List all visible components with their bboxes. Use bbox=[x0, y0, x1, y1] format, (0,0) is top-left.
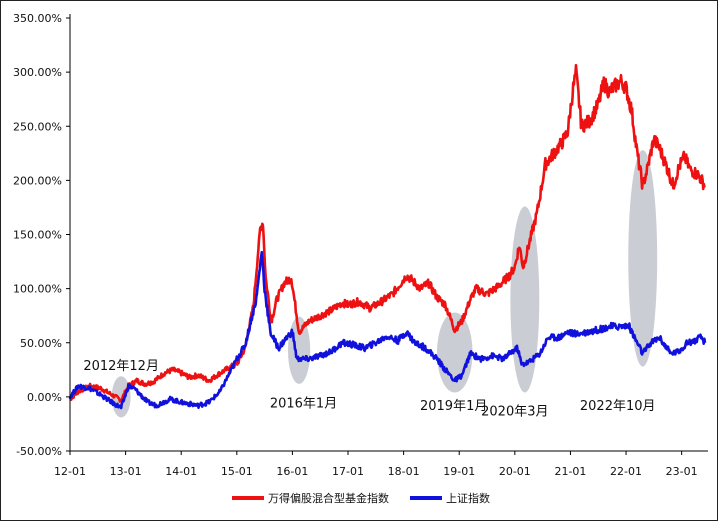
y-tick-label: 350.00% bbox=[13, 12, 62, 25]
y-tick-label: 0.00% bbox=[27, 391, 62, 404]
series-line-1 bbox=[68, 250, 707, 410]
annotation-label-0: 2012年12月 bbox=[83, 359, 159, 374]
x-tick-label: 12-01 bbox=[54, 465, 86, 478]
x-tick-label: 16-01 bbox=[276, 465, 308, 478]
legend: 万得偏股混合型基金指数 上证指数 bbox=[232, 491, 490, 505]
y-tick-label: -50.00% bbox=[16, 445, 62, 458]
annotation-label-2: 2019年1月 bbox=[420, 399, 487, 414]
x-tick-label: 15-01 bbox=[221, 465, 253, 478]
annotation-label-3: 2020年3月 bbox=[481, 404, 548, 419]
x-tick-label: 20-01 bbox=[499, 465, 531, 478]
y-tick-label: 150.00% bbox=[13, 229, 62, 242]
x-tick-label: 17-01 bbox=[332, 465, 364, 478]
x-tick-label: 13-01 bbox=[110, 465, 142, 478]
y-tick-label: 50.00% bbox=[20, 337, 62, 350]
highlight-region-4 bbox=[628, 150, 658, 367]
annotation-label-1: 2016年1月 bbox=[270, 397, 337, 412]
x-tick-label: 22-01 bbox=[610, 465, 642, 478]
legend-label-1: 上证指数 bbox=[446, 491, 490, 505]
x-tick-label: 14-01 bbox=[165, 465, 197, 478]
series-group bbox=[68, 63, 707, 410]
y-tick-label: 100.00% bbox=[13, 283, 62, 296]
x-tick-label: 21-01 bbox=[554, 465, 586, 478]
x-tick-label: 19-01 bbox=[443, 465, 475, 478]
y-tick-label: 300.00% bbox=[13, 66, 62, 79]
x-tick-label: 18-01 bbox=[388, 465, 420, 478]
y-tick-label: 250.00% bbox=[13, 120, 62, 133]
axes: -50.00% 0.00% 50.00% 100.00% 150.00% 200.00% 2… bbox=[13, 12, 708, 478]
legend-label-0: 万得偏股混合型基金指数 bbox=[268, 491, 389, 505]
annotation-label-4: 2022年10月 bbox=[580, 399, 656, 414]
series-line-0 bbox=[68, 63, 706, 403]
x-tick-label: 23-01 bbox=[666, 465, 698, 478]
y-tick-label: 200.00% bbox=[13, 174, 62, 187]
